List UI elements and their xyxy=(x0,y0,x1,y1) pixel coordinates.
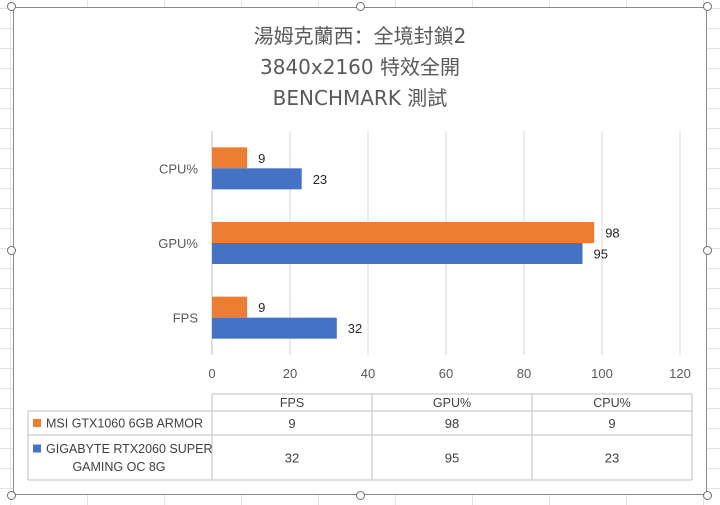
bar-gpupct-series-2[interactable] xyxy=(212,243,583,264)
chart-title-line-2: 3840x2160 特效全開 xyxy=(260,55,460,79)
x-tick-label: 120 xyxy=(669,366,691,381)
x-tick-label: 20 xyxy=(283,366,297,381)
resize-handle-middle-right[interactable] xyxy=(703,246,712,255)
bar-fps-series-2[interactable] xyxy=(212,317,337,339)
table-value-cell: 23 xyxy=(605,451,619,466)
data-label: 95 xyxy=(594,247,608,262)
y-category-label: CPU% xyxy=(159,161,198,176)
table-value-cell: 32 xyxy=(285,451,299,466)
bar-cpupct-series-1[interactable] xyxy=(212,147,248,169)
table-value-cell: 95 xyxy=(445,451,459,466)
bar-gpupct-series-1[interactable] xyxy=(212,222,595,243)
data-label: 98 xyxy=(605,226,619,241)
resize-handle-bottom-right[interactable] xyxy=(703,491,712,500)
bar-cpupct-series-2[interactable] xyxy=(212,168,302,190)
table-value-cell: 98 xyxy=(445,416,459,431)
table-header-cell: FPS xyxy=(280,396,304,410)
legend-series-name: GAMING OC 8G xyxy=(72,460,165,474)
resize-handle-top-center[interactable] xyxy=(356,2,365,11)
data-label: 32 xyxy=(348,321,362,336)
table-header-cell: GPU% xyxy=(433,396,471,410)
legend-series-name: GIGABYTE RTX2060 SUPER xyxy=(46,442,213,456)
table-header-cell: CPU% xyxy=(593,396,631,410)
y-category-label: FPS xyxy=(173,311,199,326)
legend-series-name: MSI GTX1060 6GB ARMOR xyxy=(46,417,203,431)
x-tick-label: 80 xyxy=(517,366,531,381)
data-label: 9 xyxy=(258,151,265,166)
resize-handle-top-left[interactable] xyxy=(7,2,16,11)
legend-key-swatch xyxy=(33,419,41,427)
x-tick-label: 0 xyxy=(208,366,215,381)
bar-fps-series-1[interactable] xyxy=(212,296,248,318)
table-value-cell: 9 xyxy=(288,416,295,431)
table-value-cell: 9 xyxy=(608,416,615,431)
resize-handle-bottom-left[interactable] xyxy=(7,491,16,500)
x-tick-label: 100 xyxy=(591,366,613,381)
resize-handle-bottom-center[interactable] xyxy=(356,491,365,500)
data-label: 23 xyxy=(313,172,327,187)
chart-title-line-1: 湯姆克蘭西：全境封鎖2 xyxy=(253,24,467,48)
resize-handle-middle-left[interactable] xyxy=(7,246,16,255)
chart-title-line-3: BENCHMARK 測試 xyxy=(272,86,448,110)
y-category-label: GPU% xyxy=(158,236,198,251)
data-label: 9 xyxy=(258,300,265,315)
x-tick-label: 40 xyxy=(361,366,375,381)
resize-handle-top-right[interactable] xyxy=(703,2,712,11)
x-tick-label: 60 xyxy=(439,366,453,381)
legend-key-swatch xyxy=(33,444,41,453)
